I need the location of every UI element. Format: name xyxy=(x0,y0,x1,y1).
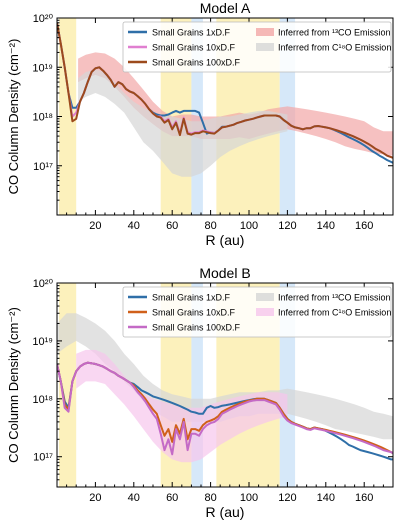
x-tick-label: 160 xyxy=(355,220,373,232)
legend-label-series-1: Small Grains 10xD.F xyxy=(152,43,236,53)
series-line-2 xyxy=(57,22,393,159)
x-axis-label: R (au) xyxy=(206,504,245,520)
legend-swatch-band-0 xyxy=(256,28,274,36)
y-axis-label: CO Column Density (cm⁻²) xyxy=(6,307,21,463)
x-tick-label: 20 xyxy=(89,492,101,504)
band-0 xyxy=(78,52,393,156)
band-1 xyxy=(76,349,288,463)
x-tick-label: 80 xyxy=(204,220,216,232)
chart-title: Model A xyxy=(200,0,251,16)
x-tick-label: 60 xyxy=(166,492,178,504)
x-tick-label: 140 xyxy=(317,220,335,232)
legend-swatch-band-1 xyxy=(256,43,274,51)
x-tick-label: 100 xyxy=(240,220,258,232)
legend: Small Grains 1xD.F Small Grains 10xD.F Sma… xyxy=(122,286,392,338)
y-tick-label: 10¹⁷ xyxy=(33,452,53,464)
y-tick-label: 10¹⁹ xyxy=(32,62,53,74)
x-tick-label: 120 xyxy=(278,220,296,232)
x-tick-label: 100 xyxy=(240,492,258,504)
y-tick-label: 10²⁰ xyxy=(33,278,54,290)
legend-swatch-band-1 xyxy=(256,308,274,316)
y-tick-label: 10¹⁸ xyxy=(32,394,53,406)
band-0 xyxy=(57,313,393,440)
chart-title: Model B xyxy=(199,265,250,281)
x-tick-label: 160 xyxy=(355,492,373,504)
chart-panel-0: 20 40 60 80 100 120 140 160 10¹⁷ 10¹⁸ 10¹⁹ 10²⁰ Mode… xyxy=(6,0,394,248)
legend-swatch-band-0 xyxy=(256,293,274,301)
x-tick-label: 80 xyxy=(204,492,216,504)
y-tick-label: 10¹⁷ xyxy=(33,161,53,173)
chart-panel-1: 20 40 60 80 100 120 140 160 10¹⁷ 10¹⁸ 10¹⁹ 10²⁰ Mode… xyxy=(6,265,394,520)
legend-label-band-0: Inferred from ¹³CO Emission xyxy=(278,28,391,38)
legend-label-band-1: Inferred from C¹⁸O Emission xyxy=(278,308,391,318)
plot-frame xyxy=(56,282,394,488)
shaded-region-2 xyxy=(191,283,203,487)
legend-label-series-2: Small Grains 100xD.F xyxy=(152,323,241,333)
legend-label-band-1: Inferred from C¹⁸O Emission xyxy=(278,43,391,53)
x-tick-label: 20 xyxy=(89,220,101,232)
x-tick-label: 40 xyxy=(128,220,140,232)
legend-label-band-0: Inferred from ¹³CO Emission xyxy=(278,293,391,303)
y-tick-label: 10¹⁹ xyxy=(32,336,53,348)
y-tick-label: 10¹⁸ xyxy=(32,112,53,124)
shaded-region-0 xyxy=(58,18,77,215)
x-axis-label: R (au) xyxy=(206,232,245,248)
y-tick-label: 10²⁰ xyxy=(33,13,54,25)
x-tick-label: 40 xyxy=(128,492,140,504)
legend: Small Grains 1xD.F Small Grains 10xD.F Sma… xyxy=(122,21,392,73)
y-axis-label: CO Column Density (cm⁻²) xyxy=(6,39,21,195)
legend-label-series-0: Small Grains 1xD.F xyxy=(152,293,231,303)
x-tick-label: 140 xyxy=(317,492,335,504)
x-tick-label: 120 xyxy=(278,492,296,504)
legend-label-series-2: Small Grains 100xD.F xyxy=(152,58,241,68)
legend-label-series-0: Small Grains 1xD.F xyxy=(152,28,231,38)
x-tick-label: 60 xyxy=(166,220,178,232)
series-line-2 xyxy=(57,361,393,456)
legend-label-series-1: Small Grains 10xD.F xyxy=(152,308,236,318)
